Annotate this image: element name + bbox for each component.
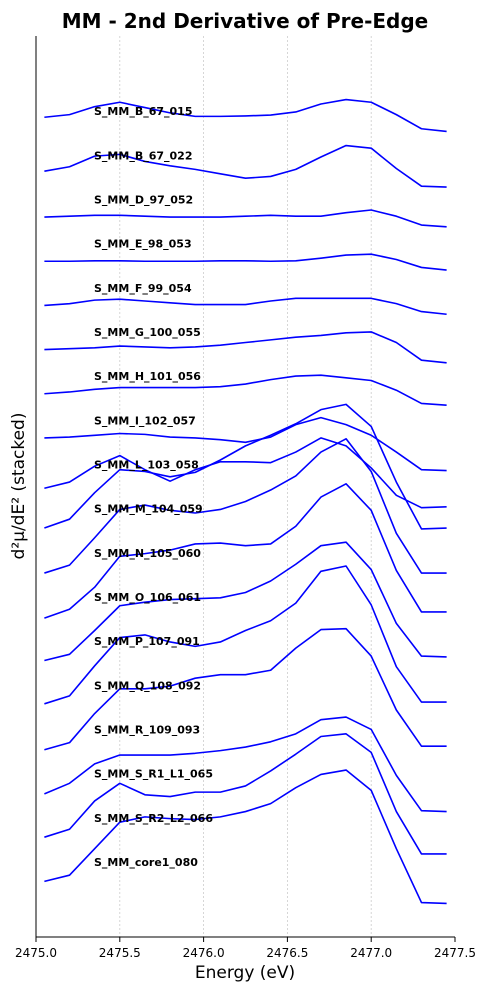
series-label: S_MM_S_R2_L2_066 [94, 812, 213, 825]
series-line [44, 437, 447, 509]
series-line [44, 416, 447, 472]
x-tick-label: 2475.0 [15, 946, 57, 960]
series-line [44, 297, 447, 316]
grid-lines [119, 36, 372, 937]
series-label: S_MM_I_102_057 [94, 414, 196, 427]
series-lines [44, 98, 447, 905]
series-line [44, 403, 447, 530]
series-label: S_MM_E_98_053 [94, 238, 192, 251]
series-label: S_MM_R_109_093 [94, 723, 200, 736]
series-label: S_MM_M_104_059 [94, 503, 203, 516]
series-label: S_MM_Q_108_092 [94, 679, 201, 692]
series-line [44, 209, 447, 228]
x-tick-label: 2475.5 [99, 946, 141, 960]
x-tick-label: 2476.5 [266, 946, 308, 960]
y-axis-label: d²μ/dE² (stacked) [9, 413, 29, 560]
series-line [44, 483, 447, 619]
x-axis-label: Energy (eV) [195, 963, 295, 983]
series-line [44, 733, 447, 855]
series-label: S_MM_D_97_052 [94, 193, 193, 206]
series-label: S_MM_S_R1_L1_065 [94, 768, 213, 781]
x-tick-label: 2476.0 [183, 946, 225, 960]
series-line [44, 565, 447, 705]
axes [35, 36, 455, 938]
series-label: S_MM_F_99_054 [94, 282, 192, 295]
series-line [44, 253, 447, 271]
series-labels: S_MM_B_67_015 S_MM_B_67_022 S_MM_D_97_052 S… [94, 105, 213, 869]
series-line [44, 98, 447, 133]
series-label: S_MM_O_106_061 [94, 591, 201, 604]
series-line [44, 627, 447, 751]
series-line [44, 716, 447, 813]
series-label: S_MM_core1_080 [94, 856, 198, 869]
series-label: S_MM_L_103_058 [94, 458, 199, 471]
series-label: S_MM_G_100_055 [94, 326, 201, 339]
x-ticks: 2475.0 2475.5 2476.0 2476.5 2477.0 2477.5 [15, 937, 476, 960]
series-line [44, 374, 447, 407]
series-label: S_MM_H_101_056 [94, 370, 201, 383]
series-line [44, 769, 447, 905]
series-label: S_MM_B_67_015 [94, 105, 192, 118]
series-line [44, 144, 447, 188]
chart-title: MM - 2nd Derivative of Pre-Edge [62, 9, 429, 33]
series-label: S_MM_P_107_091 [94, 635, 200, 648]
x-tick-label: 2477.0 [350, 946, 392, 960]
x-tick-label: 2477.5 [434, 946, 476, 960]
series-label: S_MM_B_67_022 [94, 149, 192, 162]
series-label: S_MM_N_105_060 [94, 547, 201, 560]
series-line [44, 331, 447, 364]
series-line [44, 437, 447, 574]
series-line [44, 541, 447, 662]
